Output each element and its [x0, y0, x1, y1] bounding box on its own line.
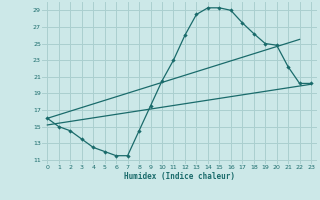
X-axis label: Humidex (Indice chaleur): Humidex (Indice chaleur): [124, 172, 235, 181]
